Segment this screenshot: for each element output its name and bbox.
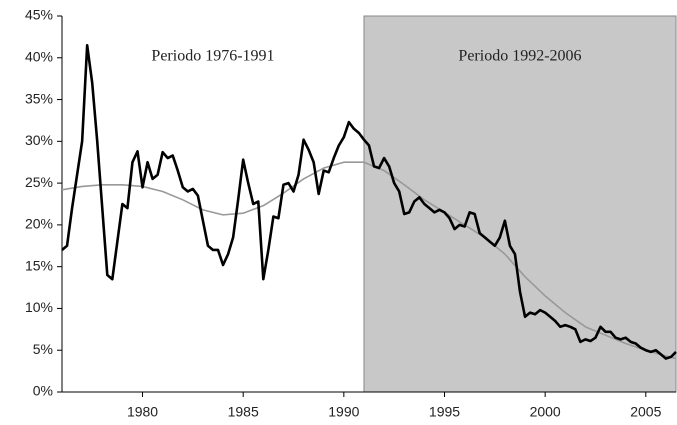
annotation: Periodo 1992-2006	[458, 48, 581, 65]
y-tick-label: 30%	[25, 132, 53, 148]
y-tick-label: 0%	[33, 383, 53, 399]
y-tick-label: 15%	[25, 257, 53, 273]
x-tick-label: 2005	[630, 404, 661, 420]
x-tick-label: 1985	[228, 404, 259, 420]
annotation: Periodo 1976-1991	[151, 48, 274, 65]
x-tick-label: 1980	[127, 404, 158, 420]
series-line	[61, 43, 677, 360]
shaded-region	[363, 15, 677, 393]
y-tick-label: 20%	[25, 216, 53, 232]
y-tick-label: 10%	[25, 299, 53, 315]
x-tick-label: 1990	[328, 404, 359, 420]
y-tick-label: 35%	[25, 90, 53, 106]
y-tick-label: 5%	[33, 341, 53, 357]
y-tick-label: 25%	[25, 174, 53, 190]
y-tick-label: 40%	[25, 48, 53, 64]
x-tick-label: 2000	[530, 404, 561, 420]
x-tick-label: 1995	[429, 404, 460, 420]
y-tick-label: 45%	[25, 7, 53, 23]
